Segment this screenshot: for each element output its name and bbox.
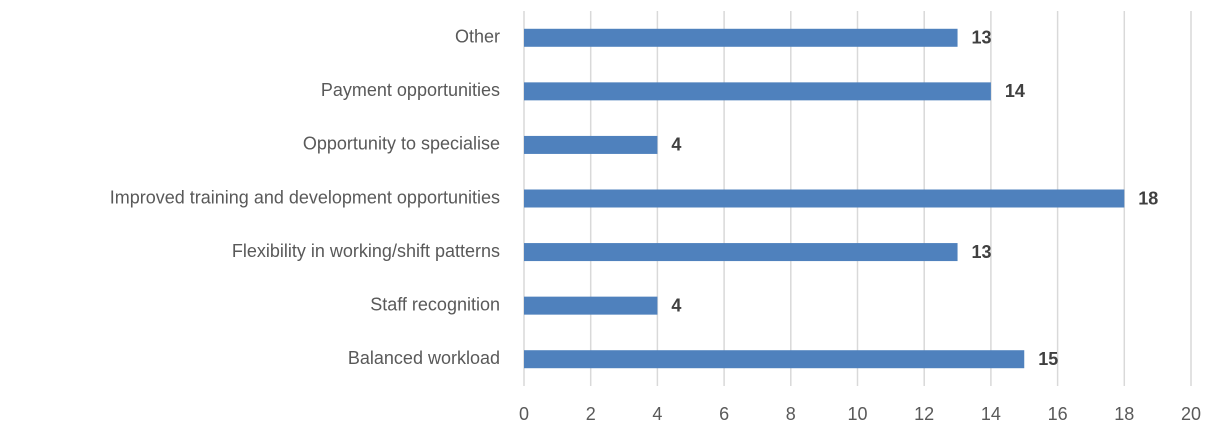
x-tick-label: 8: [786, 404, 796, 424]
bar: [524, 350, 1025, 369]
bar: [524, 28, 958, 47]
y-tick-label: Other: [455, 27, 500, 47]
x-tick-label: 0: [519, 404, 529, 424]
x-tick-label: 16: [1048, 404, 1068, 424]
bar: [524, 82, 991, 101]
value-label: 18: [1138, 188, 1158, 208]
value-label: 4: [671, 295, 681, 315]
value-label: 13: [972, 28, 992, 48]
y-tick-label: Flexibility in working/shift patterns: [232, 241, 500, 261]
y-tick-label: Staff recognition: [370, 294, 500, 314]
x-tick-label: 4: [652, 404, 662, 424]
bar: [524, 296, 658, 315]
x-tick-label: 6: [719, 404, 729, 424]
y-tick-label: Improved training and development opport…: [110, 187, 500, 207]
bar: [524, 189, 1125, 208]
x-tick-label: 20: [1181, 404, 1201, 424]
y-tick-label: Payment opportunities: [321, 80, 500, 100]
value-label: 15: [1038, 349, 1058, 369]
value-label: 13: [972, 242, 992, 262]
x-tick-label: 12: [914, 404, 934, 424]
value-label: 4: [671, 135, 681, 155]
y-tick-label: Opportunity to specialise: [303, 134, 500, 154]
bar: [524, 135, 658, 154]
value-label: 14: [1005, 81, 1025, 101]
x-tick-label: 10: [847, 404, 867, 424]
x-tick-label: 14: [981, 404, 1001, 424]
x-tick-label: 2: [586, 404, 596, 424]
x-tick-label: 18: [1114, 404, 1134, 424]
y-tick-label: Balanced workload: [348, 348, 500, 368]
bar: [524, 243, 958, 262]
